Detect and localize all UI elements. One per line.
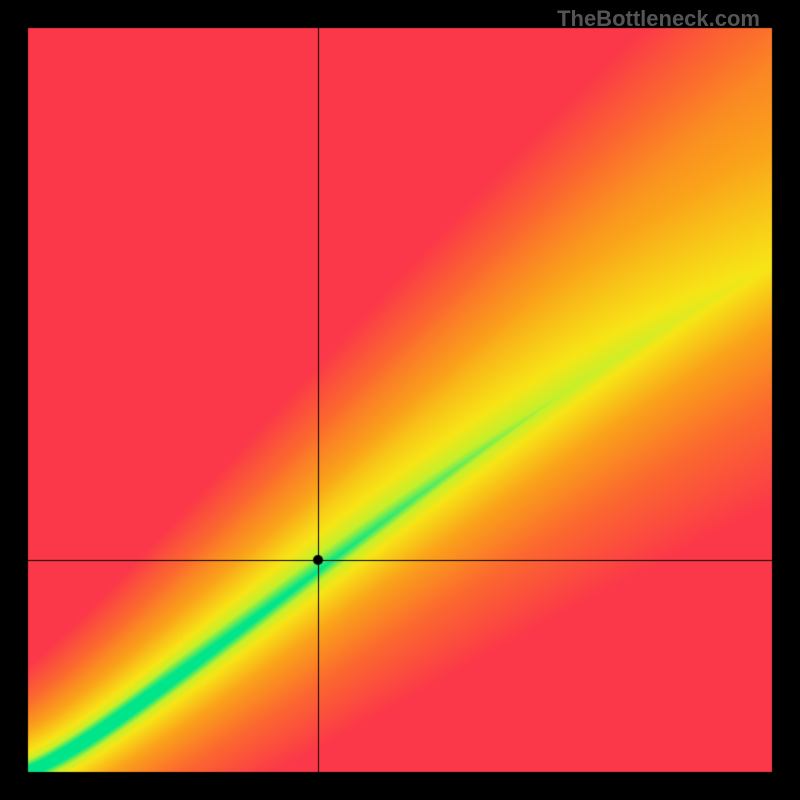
bottleneck-heatmap: [0, 0, 800, 800]
chart-container: TheBottleneck.com: [0, 0, 800, 800]
watermark-text: TheBottleneck.com: [557, 6, 760, 32]
